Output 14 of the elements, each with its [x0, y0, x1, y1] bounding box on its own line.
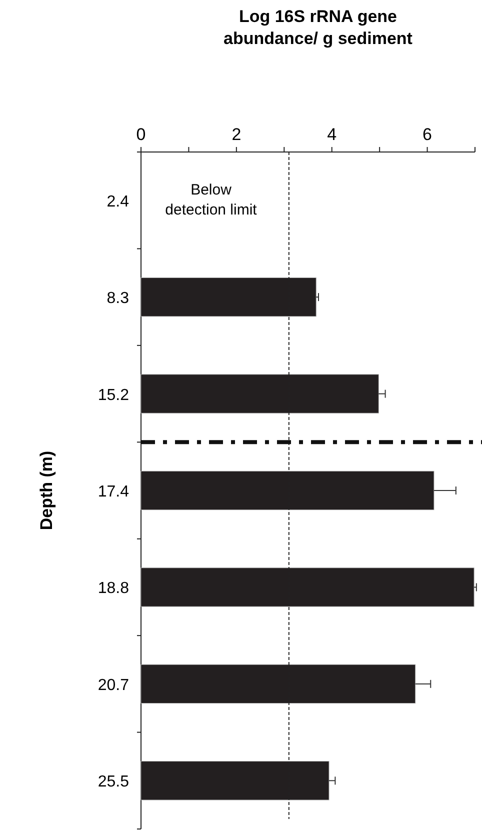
x-tick-label: 6	[422, 125, 432, 144]
x-axis-title: Log 16S rRNA gene abundance/ g sediment	[224, 7, 413, 48]
x-tick-label: 0	[136, 125, 146, 144]
y-axis-title: Depth (m)	[37, 450, 56, 530]
y-tick-label: 25.5	[98, 774, 130, 791]
y-tick-label: 20.7	[98, 676, 130, 694]
x-tick-label: 2	[232, 125, 242, 144]
annotation: Below detection limit	[165, 181, 258, 218]
x-tick-label: 4	[327, 125, 337, 144]
y-tick-label: 18.8	[98, 580, 130, 598]
y-tick-label: 2.4	[106, 193, 130, 210]
y-tick-label: 17.4	[98, 484, 130, 500]
y-tick-label: 15.2	[98, 386, 130, 404]
y-tick-label: 8.3	[106, 290, 130, 308]
